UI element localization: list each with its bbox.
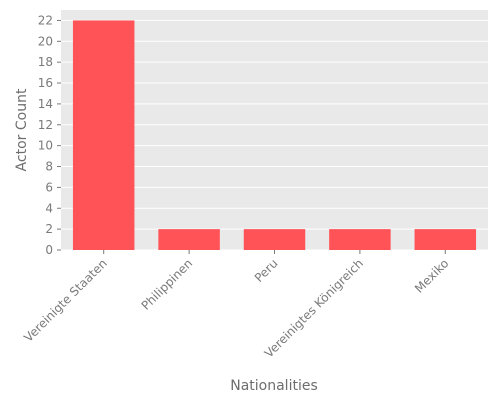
y-tick-label: 22 — [38, 13, 53, 27]
y-tick-label: 2 — [45, 222, 53, 236]
bar — [329, 229, 391, 250]
bar — [72, 20, 135, 250]
x-tick-label: Peru — [252, 256, 281, 285]
x-tick-label: Vereinigtes Königreich — [262, 256, 366, 360]
y-tick-label: 10 — [38, 139, 53, 153]
y-tick-label: 20 — [38, 34, 53, 48]
x-tick-label: Mexiko — [412, 256, 451, 295]
y-tick-label: 14 — [38, 97, 53, 111]
bars — [72, 20, 477, 250]
y-tick-label: 18 — [38, 55, 53, 69]
x-axis-label: Nationalities — [230, 378, 318, 394]
bar — [414, 229, 477, 250]
x-tick-label: Vereinigte Staaten — [21, 256, 110, 345]
y-tick-label: 6 — [45, 180, 53, 194]
y-tick-label: 0 — [45, 243, 53, 257]
x-tick-label: Philippinen — [139, 256, 196, 313]
y-axis-label: Actor Count — [14, 88, 30, 171]
y-tick-label: 12 — [38, 118, 53, 132]
y-axis-ticks: 0 2 4 6 8 10 12 14 16 18 20 22 — [38, 13, 61, 257]
bar — [243, 229, 306, 250]
x-axis-ticks: Vereinigte Staaten Philippinen PeruVereini… — [21, 250, 451, 361]
y-tick-label: 4 — [45, 201, 53, 215]
y-tick-label: 8 — [45, 160, 53, 174]
bar — [158, 229, 220, 250]
y-tick-label: 16 — [38, 76, 53, 90]
